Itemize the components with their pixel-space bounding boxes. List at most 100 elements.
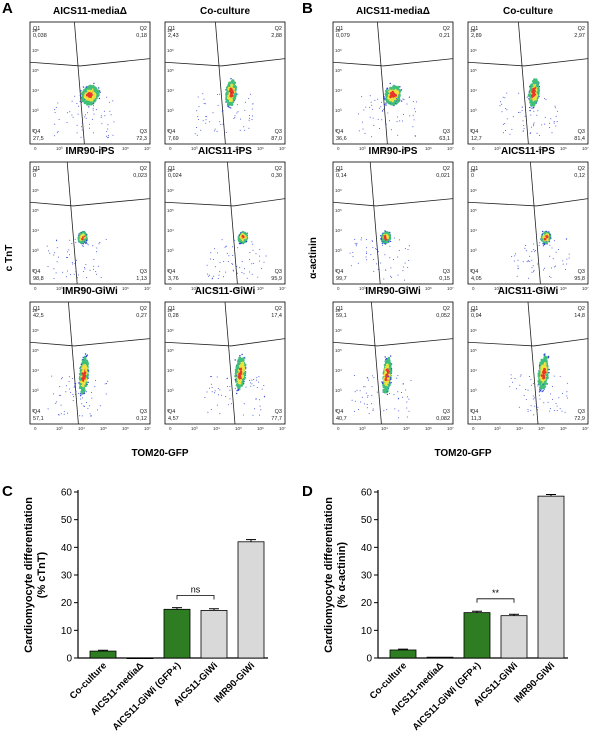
flow-event-dot [85, 239, 87, 241]
flow-event-dot [371, 136, 373, 138]
flow-x-tick: 10⁷ [279, 426, 286, 431]
flow-event-dot [518, 112, 520, 113]
flow-event-dot [231, 263, 233, 264]
flow-event-dot [362, 121, 364, 123]
flow-event-dot [69, 254, 70, 256]
flow-event-dot [225, 396, 227, 398]
flow-y-tick: 0 [32, 408, 35, 413]
flow-event-dot [530, 126, 532, 128]
flow-event-dot [82, 245, 83, 247]
flow-event-dot [57, 102, 59, 104]
quadrant-value-q4: 99,7 [336, 276, 347, 282]
flow-event-dot [234, 359, 236, 361]
flow-event-dot [400, 89, 403, 91]
flow-y-tick: 10⁶ [470, 48, 477, 53]
flow-event-dot [93, 99, 96, 103]
flow-y-tick: 10⁶ [32, 328, 39, 333]
flow-event-dot [365, 247, 367, 249]
flow-event-dot [408, 260, 410, 261]
flow-event-dot [251, 383, 253, 385]
flow-event-dot [522, 130, 524, 132]
flow-event-dot [239, 365, 242, 368]
flow-event-dot [244, 129, 246, 131]
flow-event-dot [546, 235, 549, 239]
flow-event-dot [253, 262, 255, 264]
flow-event-dot [400, 100, 403, 102]
gate-line-left [29, 61, 81, 67]
flow-event-dot [226, 378, 228, 380]
flow-event-dot [248, 127, 250, 129]
flow-event-dot [389, 82, 391, 85]
flow-event-dot [403, 113, 404, 115]
flow-event-dot [228, 255, 230, 257]
flow-event-dot [248, 119, 250, 121]
flow-event-dot [98, 97, 101, 100]
flow-event-dot [521, 110, 523, 112]
flow-event-dot [393, 97, 396, 100]
flow-event-dot [72, 263, 74, 265]
flow-event-dot [227, 404, 229, 406]
flow-event-dot [504, 97, 506, 99]
flow-event-dot [229, 398, 231, 400]
flow-y-tick: 0 [32, 268, 35, 273]
flow-x-tick: 10⁷ [447, 146, 454, 151]
flow-event-dot [99, 91, 101, 94]
flow-event-dot [532, 107, 534, 109]
flow-event-dot [365, 239, 367, 241]
flow-event-dot [404, 279, 405, 281]
flow-event-dot [205, 115, 207, 117]
flow-event-dot [414, 135, 416, 137]
flow-event-dot [229, 386, 231, 387]
flow-plot-title: Co-culture [503, 6, 553, 17]
flow-event-dot [85, 100, 89, 103]
flow-plot-frame [332, 21, 454, 145]
flow-event-dot [79, 415, 81, 417]
flow-y-tick: 10⁶ [32, 188, 39, 193]
flow-event-dot [81, 390, 85, 393]
flow-event-dot [397, 256, 399, 258]
flow-event-dot [251, 115, 253, 117]
flow-y-tick: 10⁵ [335, 208, 342, 213]
flow-event-dot [58, 414, 60, 416]
flow-event-dot [391, 99, 395, 103]
flow-event-dot [211, 376, 213, 378]
flow-event-dot [65, 385, 67, 387]
flow-event-dot [389, 245, 391, 247]
flow-event-dot [71, 261, 73, 263]
flow-event-dot [209, 375, 211, 377]
flow-event-dot [535, 84, 539, 88]
flow-event-dot [370, 254, 372, 256]
flow-event-dot [238, 234, 240, 237]
flow-event-dot [74, 95, 76, 97]
flow-event-dot [535, 82, 539, 85]
flow-x-tick: 10⁴ [213, 426, 220, 431]
flow-event-dot [107, 134, 109, 136]
flow-event-dot [408, 96, 410, 98]
flow-event-dot [412, 126, 414, 128]
flow-event-dot [239, 370, 243, 374]
flow-event-dot [538, 95, 540, 98]
flow-plot-title: Co-culture [200, 6, 250, 17]
flow-event-dot [203, 98, 205, 100]
gate-line-left [164, 201, 234, 207]
flow-x-tick: 10⁵ [235, 426, 242, 431]
flow-event-dot [88, 106, 90, 108]
flow-event-dot [355, 243, 357, 245]
flow-event-dot [503, 132, 504, 134]
flow-event-dot [73, 386, 75, 388]
flow-event-dot [259, 414, 260, 416]
flow-event-dot [223, 261, 225, 262]
flow-event-dot [46, 245, 48, 247]
flow-event-dot [393, 259, 394, 261]
gate-line-left [164, 61, 222, 67]
flow-event-dot [251, 379, 253, 381]
flow-event-dot [83, 392, 86, 394]
quadrant-value-q3: 81,4 [574, 136, 585, 142]
flow-event-dot [81, 122, 83, 124]
flow-y-tick: 10⁶ [335, 188, 342, 193]
flow-event-dot [381, 239, 382, 241]
flow-event-dot [543, 237, 547, 241]
flow-event-dot [67, 251, 69, 253]
